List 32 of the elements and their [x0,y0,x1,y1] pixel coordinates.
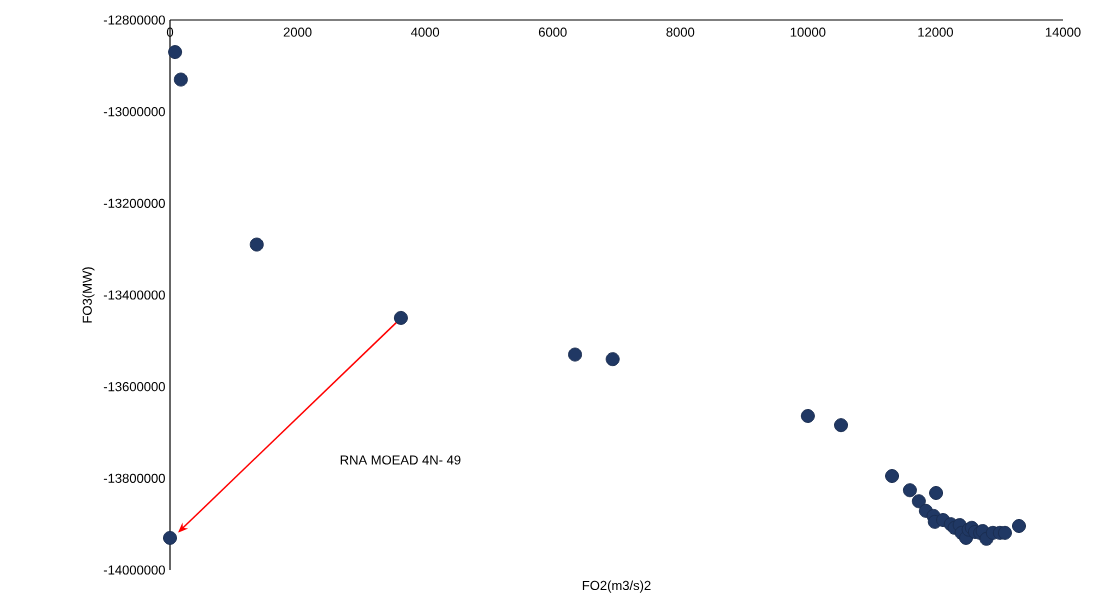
point [902,483,917,498]
x-tick-label: 10000 [790,27,826,37]
y-axis-title: FO3(MW) [82,267,95,323]
x-tick-label: 4000 [410,27,440,37]
point [249,237,264,252]
x-tick-label: 14000 [1045,27,1081,37]
y-tick-label: -13800000 [103,473,165,483]
point [911,494,926,509]
point [834,418,849,433]
point [997,525,1012,540]
x-axis-title: FO2(m3/s)2 [582,580,651,593]
point [393,310,408,325]
x-tick-label: 2000 [283,27,312,37]
point [885,469,900,484]
y-tick-label: -14000000 [103,565,165,575]
y-tick-label: -12800000 [103,15,165,25]
y-tick-label: -13600000 [103,382,165,392]
x-tick-label: 12000 [918,27,953,37]
point [605,352,620,367]
x-tick-label: 6000 [538,27,567,37]
point [800,408,815,423]
point [929,485,944,500]
y-tick-label: -13400000 [103,290,165,300]
y-tick-label: -13200000 [103,198,165,208]
point [163,530,178,545]
annotation: RNA MOEAD 4N- 49 [340,455,461,465]
y-tick-label: -13000000 [103,107,165,117]
point [1011,518,1026,533]
point [168,45,183,60]
point [173,72,188,87]
point [568,347,583,362]
x-tick-label: 8000 [666,27,695,37]
